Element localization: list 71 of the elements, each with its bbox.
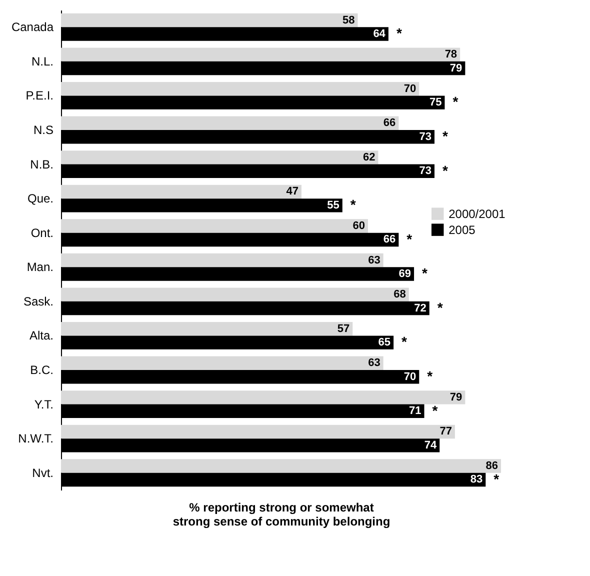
data-label: 75 [429,96,442,109]
x-axis-title: % reporting strong or somewhat strong sense of community belonging [172,500,390,528]
data-label: 70 [404,370,416,383]
annotation: * [437,299,444,316]
data-label: 65 [378,336,391,349]
bar [61,322,353,336]
data-label: 55 [327,199,340,212]
y-tick-label: P.E.I. [26,88,54,103]
bar [61,424,455,439]
bar [61,116,399,130]
bar [61,253,384,268]
y-tick-label: Man. [26,260,54,274]
y-tick-label: Canada [11,20,54,34]
data-label: 79 [450,391,462,404]
bar [61,48,460,62]
data-label: 47 [286,186,298,198]
data-label: 63 [368,357,380,370]
annotation: * [427,368,434,384]
data-label: 69 [398,268,412,280]
y-tick-label: Y.T. [34,397,54,412]
data-label: 60 [352,220,365,232]
annotation: * [402,334,408,350]
annotation: * [406,230,413,247]
bar [61,288,409,302]
data-label: 77 [440,426,452,438]
y-tick-label: N.B. [30,157,54,172]
y-tick-label: Ont. [30,226,54,240]
data-label: 57 [337,322,350,335]
y-tick-label: Que. [27,192,54,206]
data-label: 58 [342,14,355,26]
data-label: 73 [419,130,432,143]
y-tick-label: N.W.T. [18,432,54,446]
y-tick-label: Alta. [29,328,54,343]
bar [61,390,466,404]
annotation: * [422,265,428,282]
y-tick-label: N.S [33,123,54,137]
data-label: 73 [419,165,432,178]
annotation: * [350,196,356,213]
annotation: * [452,94,459,110]
data-label: 62 [362,151,376,164]
y-tick-label: Sask. [23,294,54,308]
y-tick-label: N.L. [31,54,54,68]
legend-label: 2000/2001 [448,206,506,221]
annotation: * [442,162,448,178]
data-label: 68 [394,288,406,301]
data-label: 63 [368,254,380,266]
data-label: 79 [450,62,462,74]
annotation: * [494,470,500,487]
data-label: 70 [404,82,416,95]
bar [61,13,358,28]
data-label: 64 [373,28,386,40]
data-label: 78 [444,48,458,61]
data-label: 83 [470,474,483,486]
bar [61,356,384,370]
data-label: 66 [383,117,396,130]
data-label: 72 [414,302,426,314]
annotation: * [432,402,438,418]
bar [61,459,501,473]
bar [61,219,368,233]
data-label: 66 [383,234,396,246]
annotation: * [396,25,402,42]
data-label: 74 [424,439,438,452]
data-label: 71 [409,405,422,418]
y-tick-label: Nvt. [32,466,54,480]
annotation: * [442,128,448,144]
bar [61,150,378,164]
bar [61,184,302,199]
data-label: 86 [486,460,498,472]
bar [61,82,420,96]
legend-label: 2005 [448,222,476,237]
y-tick-label: B.C. [30,363,54,377]
